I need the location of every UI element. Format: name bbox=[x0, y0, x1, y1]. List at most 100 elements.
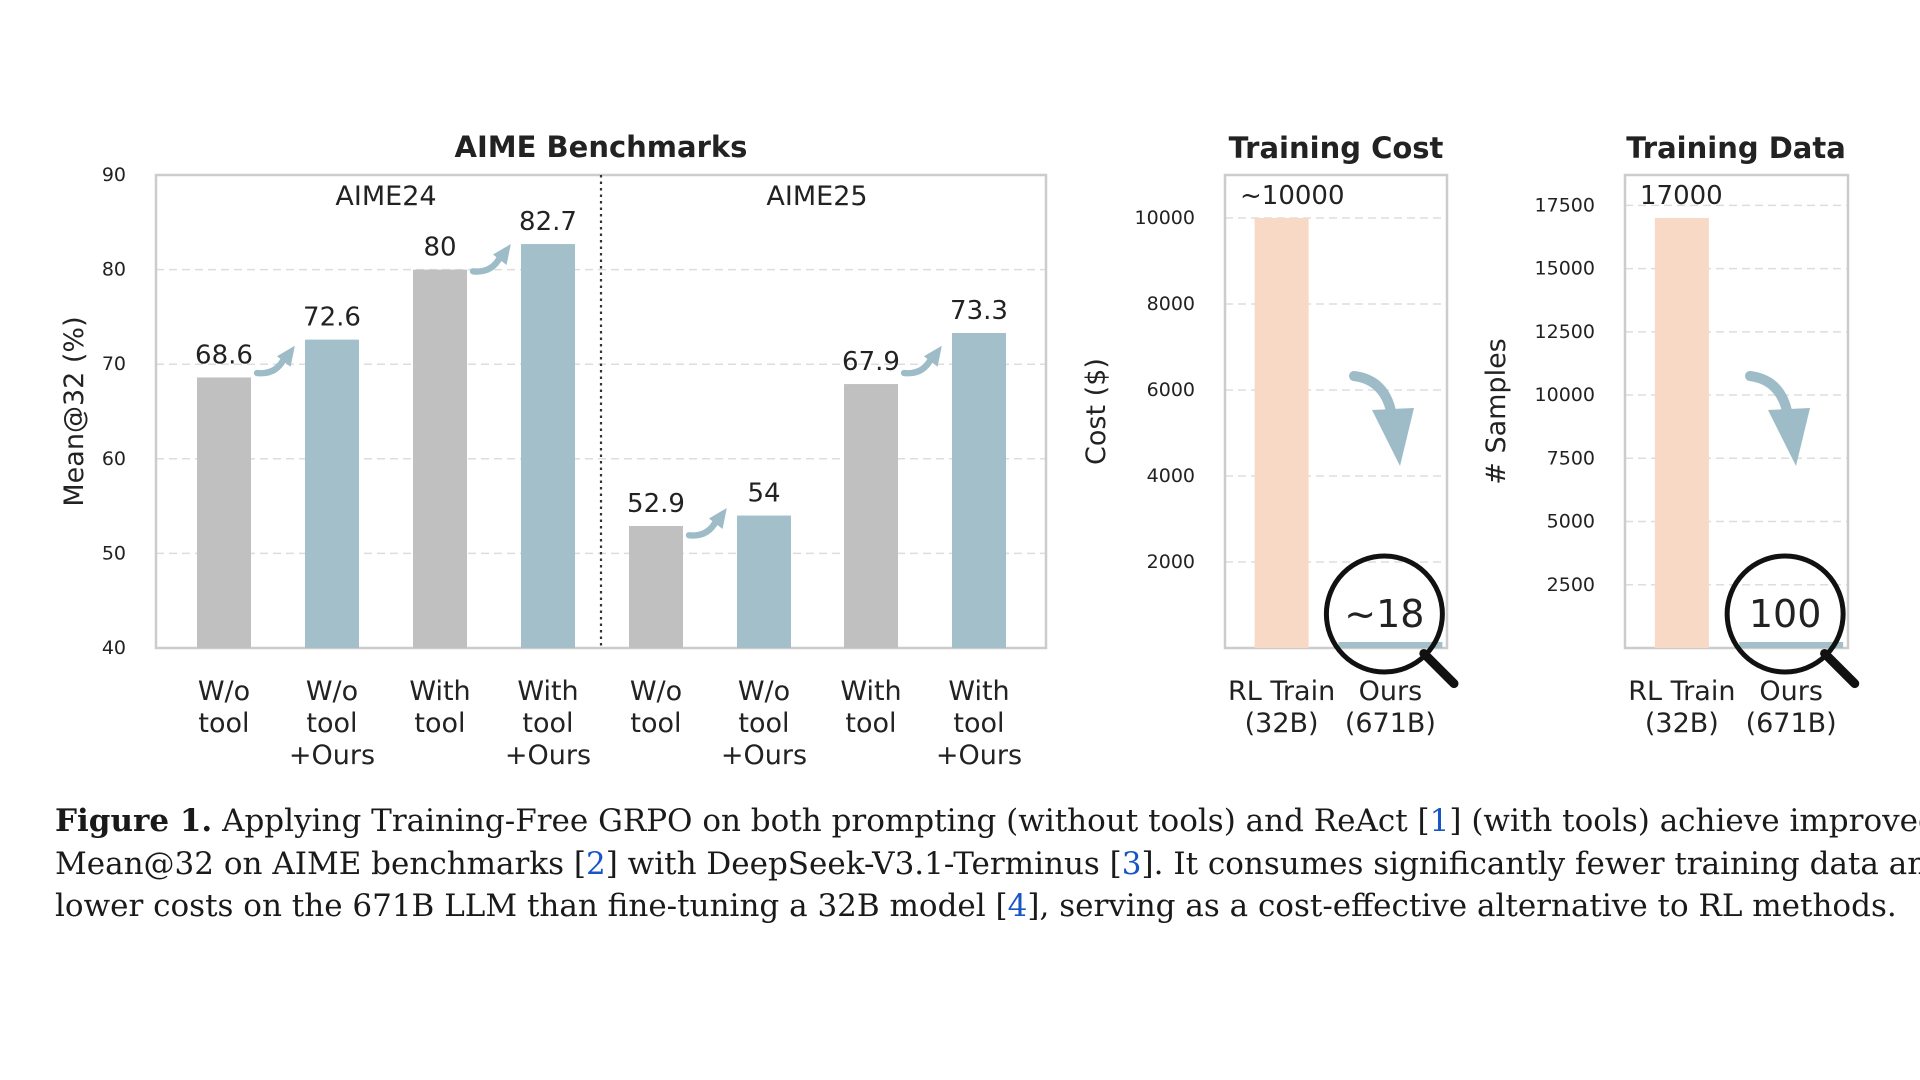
x-tick-label: (32B) bbox=[1645, 708, 1719, 739]
data-label: 54 bbox=[747, 479, 780, 509]
x-tick-label: (671B) bbox=[1746, 708, 1837, 739]
x-tick-label: +Ours bbox=[505, 740, 591, 771]
improvement-arrow-icon-shaft bbox=[469, 253, 504, 275]
x-tick-label: (671B) bbox=[1345, 708, 1436, 739]
figure-1-charts: 40 50 60 70 80 90 AIME Benchmarks Mean@32 (%) AI… bbox=[59, 130, 1860, 771]
improvement-arrow-icon-head bbox=[276, 345, 295, 367]
arrow-head bbox=[1768, 408, 1810, 466]
citation-link[interactable]: 3 bbox=[1121, 845, 1142, 882]
y-axis-label: Cost ($) bbox=[1081, 358, 1112, 465]
data-label: 100 bbox=[1749, 592, 1822, 636]
magnifier-ring bbox=[1323, 553, 1445, 675]
y-tick-label: 50 bbox=[102, 542, 126, 564]
magnifier-ring bbox=[1724, 553, 1846, 675]
reduction-arrow-icon bbox=[1745, 371, 1810, 466]
caption-text: Mean@32 on AIME benchmarks [ bbox=[55, 845, 586, 882]
magnifier-icon bbox=[1724, 553, 1860, 689]
x-tick-label: +Ours bbox=[721, 740, 807, 771]
y-tick-label: 8000 bbox=[1147, 293, 1195, 315]
arrow-head bbox=[1372, 408, 1414, 466]
group-label: AIME25 bbox=[766, 181, 867, 212]
data-label: 82.7 bbox=[519, 207, 577, 237]
x-tick-label: With bbox=[840, 676, 901, 707]
caption-text: ]. It consumes significantly fewer train… bbox=[1141, 845, 1920, 882]
x-tick-label: tool bbox=[953, 708, 1004, 739]
chart-title: Training Cost bbox=[1229, 131, 1444, 165]
improvement-arrow-icon-head bbox=[923, 345, 942, 367]
bar bbox=[305, 339, 359, 648]
bar bbox=[629, 525, 683, 648]
y-tick-label: 10000 bbox=[1135, 207, 1195, 229]
improvement-arrow-icon-shaft bbox=[900, 355, 935, 377]
x-tick-label: +Ours bbox=[289, 740, 375, 771]
y-tick-label: 4000 bbox=[1147, 465, 1195, 487]
x-tick-label: With bbox=[409, 676, 470, 707]
x-tick-label: tool bbox=[738, 708, 789, 739]
y-tick-label: 12500 bbox=[1535, 321, 1595, 343]
data-label: ~18 bbox=[1344, 592, 1424, 636]
x-tick-label: tool bbox=[198, 708, 249, 739]
citation-link[interactable]: 2 bbox=[586, 845, 606, 882]
x-tick-label: W/o bbox=[630, 676, 682, 707]
x-tick-label: tool bbox=[630, 708, 681, 739]
x-tick-label: tool bbox=[845, 708, 896, 739]
x-tick-label: RL Train bbox=[1628, 676, 1735, 707]
x-tick-label: With bbox=[948, 676, 1009, 707]
y-tick-label: 2000 bbox=[1147, 551, 1195, 573]
data-label: 80 bbox=[423, 233, 456, 263]
caption-line-3: lower costs on the 671B LLM than fine-tu… bbox=[55, 885, 1897, 928]
bar bbox=[1654, 218, 1709, 648]
citation-link[interactable]: 1 bbox=[1429, 803, 1450, 839]
citation-link[interactable]: 4 bbox=[1007, 888, 1028, 924]
x-tick-label: tool bbox=[522, 708, 573, 739]
improvement-arrow-icon-head bbox=[492, 244, 511, 266]
bar bbox=[737, 515, 791, 648]
y-axis-label: Mean@32 (%) bbox=[59, 316, 90, 506]
group-label: AIME24 bbox=[335, 181, 436, 212]
x-tick-label: +Ours bbox=[936, 740, 1022, 771]
bar bbox=[1338, 642, 1443, 648]
data-label: 73.3 bbox=[950, 296, 1008, 326]
y-tick-label: 10000 bbox=[1535, 384, 1595, 406]
reduction-arrow-icon bbox=[1349, 371, 1414, 466]
y-axis-label: # Samples bbox=[1481, 338, 1512, 485]
y-tick-label: 2500 bbox=[1547, 574, 1595, 596]
x-tick-label: Ours bbox=[1359, 676, 1423, 707]
y-tick-label: 80 bbox=[102, 259, 126, 281]
caption-label: Figure 1. bbox=[55, 803, 213, 839]
x-tick-label: W/o bbox=[198, 676, 250, 707]
x-tick-label: tool bbox=[306, 708, 357, 739]
caption-text: Applying Training-Free GRPO on both prom… bbox=[212, 803, 1430, 839]
x-tick-label: RL Train bbox=[1228, 676, 1335, 707]
x-tick-label: (32B) bbox=[1245, 708, 1319, 739]
data-label: 72.6 bbox=[303, 303, 361, 333]
x-tick-label: With bbox=[517, 676, 578, 707]
x-tick-label: W/o bbox=[306, 676, 358, 707]
y-tick-label: 5000 bbox=[1547, 511, 1595, 533]
training-cost-chart: 2000 4000 6000 8000 10000 Training Cost Cost (… bbox=[1081, 131, 1459, 739]
caption-text: ] with DeepSeek-V3.1-Terminus [ bbox=[605, 845, 1122, 882]
y-tick-label: 60 bbox=[102, 448, 126, 470]
chart-title: Training Data bbox=[1626, 131, 1846, 165]
y-tick-label: 70 bbox=[102, 353, 126, 375]
caption-text: ] (with tools) achieve improved bbox=[1449, 803, 1920, 839]
x-tick-label: Ours bbox=[1759, 676, 1823, 707]
training-data-chart: 2500 5000 7500 10000 12500 15000 17500 Training… bbox=[1481, 131, 1860, 739]
chart-title: AIME Benchmarks bbox=[455, 130, 748, 164]
bar bbox=[413, 269, 467, 648]
magnifier-icon bbox=[1323, 553, 1459, 689]
y-tick-label: 17500 bbox=[1535, 194, 1595, 216]
y-tick-label: 7500 bbox=[1547, 447, 1595, 469]
x-tick-label: tool bbox=[414, 708, 465, 739]
improvement-arrow-icon bbox=[900, 345, 942, 377]
bar bbox=[844, 384, 898, 648]
y-tick-label: 90 bbox=[102, 164, 126, 186]
bar bbox=[1739, 642, 1844, 648]
data-label: 67.9 bbox=[842, 347, 900, 377]
magnifier-handle bbox=[1820, 648, 1860, 689]
improvement-arrow-icon bbox=[253, 345, 295, 377]
caption-text: ], serving as a cost-effective alternati… bbox=[1027, 888, 1897, 924]
y-tick-label: 40 bbox=[102, 637, 126, 659]
caption-text: lower costs on the 671B LLM than fine-tu… bbox=[55, 888, 1008, 924]
figure-caption: Figure 1. Applying Training-Free GRPO on… bbox=[55, 800, 1920, 928]
